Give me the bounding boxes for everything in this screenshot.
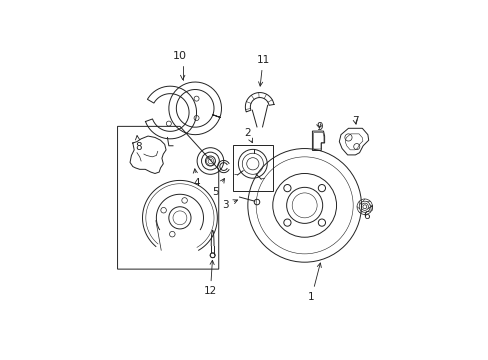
- Text: 8: 8: [135, 136, 142, 152]
- Text: 4: 4: [193, 169, 200, 188]
- Text: 7: 7: [351, 116, 358, 126]
- Text: 11: 11: [256, 55, 269, 86]
- Text: 10: 10: [173, 51, 186, 80]
- Text: 9: 9: [315, 122, 322, 132]
- Text: 3: 3: [222, 200, 237, 210]
- Text: 2: 2: [244, 128, 252, 143]
- Text: 12: 12: [203, 260, 217, 296]
- Text: 1: 1: [307, 263, 321, 302]
- Text: 5: 5: [212, 179, 224, 197]
- Text: 6: 6: [363, 206, 371, 221]
